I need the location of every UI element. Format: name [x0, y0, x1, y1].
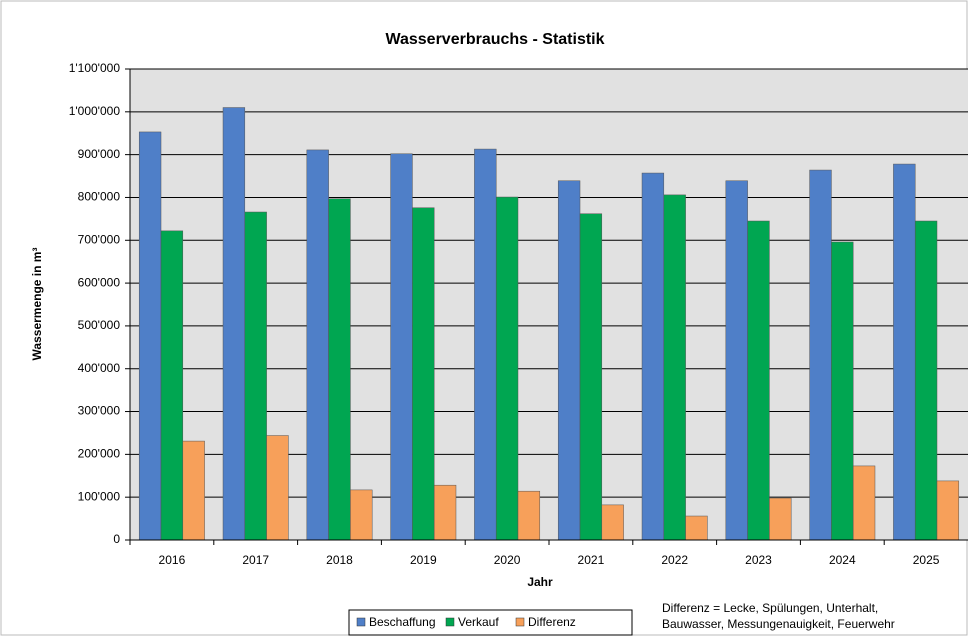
bar	[852, 465, 876, 541]
bar	[725, 180, 748, 541]
bar	[769, 497, 792, 541]
x-axis-title: Jahr	[527, 575, 553, 589]
bar	[936, 480, 960, 541]
x-tick-label: 2019	[410, 553, 437, 567]
x-tick-label: 2021	[578, 553, 605, 567]
bar	[747, 220, 770, 541]
bar	[222, 107, 246, 541]
bar	[579, 213, 603, 541]
x-tick-label: 2025	[913, 553, 940, 567]
y-tick-label: 100'000	[78, 489, 121, 503]
bar	[182, 440, 205, 541]
bar	[266, 435, 289, 541]
bar	[893, 163, 916, 541]
bar	[809, 169, 832, 541]
bar	[138, 131, 162, 541]
legend	[348, 609, 633, 636]
bar	[412, 207, 435, 541]
y-tick-label: 500'000	[78, 318, 121, 332]
y-tick-label: 300'000	[78, 404, 121, 418]
x-tick-label: 2018	[326, 553, 353, 567]
y-tick-label: 1'000'000	[69, 104, 121, 118]
annotation: Bauwasser, Messungenauigkeit, Feuerwehr	[662, 617, 895, 631]
bar	[663, 194, 686, 541]
y-axis-title: Wassermenge in m³	[30, 248, 44, 361]
legend-label: Differenz	[528, 615, 576, 629]
x-tick-label: 2016	[159, 553, 186, 567]
legend-swatch	[515, 617, 525, 627]
bar	[328, 198, 351, 541]
legend-swatch	[356, 617, 366, 627]
bar	[557, 180, 581, 541]
bar	[350, 489, 373, 541]
bar	[914, 220, 938, 541]
legend-label: Verkauf	[458, 615, 499, 629]
y-tick-label: 700'000	[78, 232, 121, 246]
y-tick-label: 900'000	[78, 147, 121, 161]
x-tick-label: 2022	[661, 553, 688, 567]
bar	[641, 172, 665, 541]
chart-title: Wasserverbrauchs - Statistik	[385, 31, 604, 48]
y-tick-label: 0	[113, 532, 120, 546]
bar	[831, 241, 854, 541]
bar	[244, 211, 267, 541]
y-tick-label: 1'100'000	[69, 61, 121, 75]
y-tick-label: 600'000	[78, 275, 121, 289]
bar	[601, 504, 624, 541]
bar	[685, 515, 708, 541]
bar	[495, 196, 519, 541]
y-tick-label: 200'000	[78, 447, 121, 461]
legend-label: Beschaffung	[369, 615, 436, 629]
bar	[433, 484, 457, 541]
bar	[390, 153, 413, 541]
bar	[160, 230, 184, 541]
x-tick-label: 2023	[745, 553, 772, 567]
y-tick-label: 400'000	[78, 361, 121, 375]
y-tick-label: 800'000	[78, 190, 121, 204]
x-tick-label: 2017	[242, 553, 269, 567]
bar	[474, 148, 497, 541]
annotation: Differenz = Lecke, Spülungen, Unterhalt,	[662, 601, 878, 615]
legend-swatch	[445, 617, 455, 627]
bar	[306, 149, 329, 541]
bar	[517, 490, 541, 541]
x-tick-label: 2024	[829, 553, 856, 567]
x-tick-label: 2020	[494, 553, 521, 567]
